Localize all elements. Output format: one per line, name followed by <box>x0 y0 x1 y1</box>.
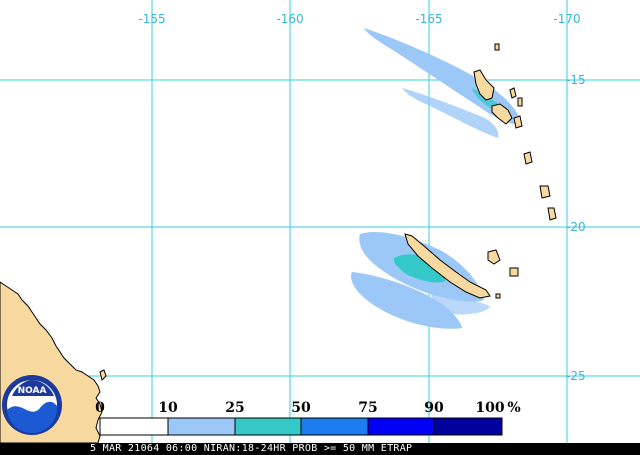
probability-area-10-25 <box>430 292 490 315</box>
legend-tick: 25 <box>225 400 245 416</box>
island-outline <box>495 293 501 299</box>
legend-tick: 90 <box>424 400 444 416</box>
probability-area-10-25 <box>350 272 462 329</box>
probability-area-10-25 <box>402 88 499 138</box>
legend-bin-10-25 <box>167 417 236 436</box>
island-outline <box>509 267 519 277</box>
island-outline <box>99 369 107 381</box>
legend-bin-75-90 <box>367 417 435 436</box>
legend-tick: 50 <box>291 400 311 416</box>
footer-caption: 5 MAR 21064 06:00 NIRAN:18-24HR PROB >= … <box>90 443 413 454</box>
rain-probability-swaths <box>350 28 522 329</box>
island-outline <box>473 69 495 101</box>
latitude-label: -20 <box>566 220 586 234</box>
latitude-label: -25 <box>566 369 586 383</box>
island-outline <box>404 233 491 299</box>
lat-lon-grid <box>0 0 640 443</box>
probability-map: NOAA <box>0 0 640 443</box>
legend-bin-50-75 <box>300 417 369 436</box>
island-outline <box>547 207 557 221</box>
island-outline <box>523 151 533 165</box>
legend-tick: 0 <box>95 400 105 416</box>
longitude-label: -170 <box>553 12 581 26</box>
longitude-label: -160 <box>276 12 304 26</box>
vanuatu-islands <box>473 43 557 221</box>
island-outline <box>509 87 517 99</box>
legend-bin-90-100 <box>433 417 503 436</box>
island-outline <box>517 97 523 107</box>
latitude-label: -15 <box>566 73 586 87</box>
legend-bin-25-50 <box>234 417 302 436</box>
island-outline <box>494 43 500 51</box>
island-outline <box>513 115 523 129</box>
legend-color-bar <box>99 417 503 436</box>
legend-tick: 100 <box>475 400 505 416</box>
longitude-label: -165 <box>415 12 443 26</box>
island-outline <box>491 103 513 125</box>
island-outline <box>487 249 501 265</box>
legend-unit: % <box>507 400 521 416</box>
new-caledonia-islands <box>404 233 519 299</box>
legend-bin-0-10 <box>99 417 169 436</box>
legend-tick: 75 <box>358 400 378 416</box>
island-outline <box>539 185 551 199</box>
noaa-logo-text: NOAA <box>18 386 47 396</box>
legend-tick: 10 <box>158 400 178 416</box>
noaa-logo: NOAA <box>2 375 62 435</box>
status-footer: 5 MAR 21064 06:00 NIRAN:18-24HR PROB >= … <box>0 443 640 455</box>
longitude-label: -155 <box>138 12 166 26</box>
